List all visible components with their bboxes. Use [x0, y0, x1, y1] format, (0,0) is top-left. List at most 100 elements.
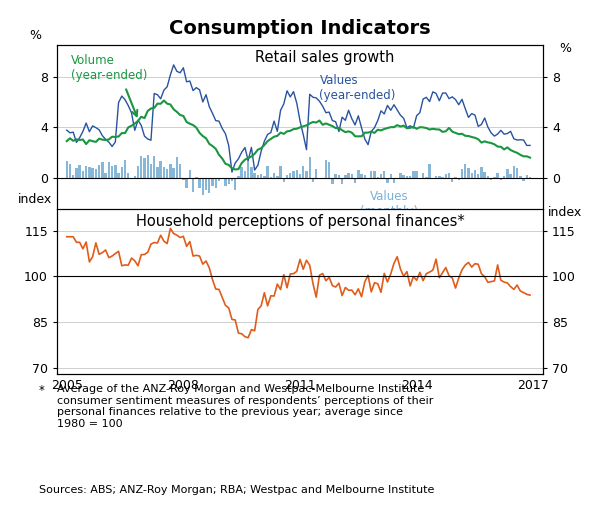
Bar — [442, 176, 444, 178]
Bar — [448, 173, 450, 178]
Bar — [211, 178, 214, 187]
Bar — [263, 176, 266, 178]
Bar — [273, 173, 275, 178]
Bar — [361, 173, 363, 178]
Bar — [276, 176, 278, 178]
Bar — [409, 176, 412, 178]
Bar — [403, 175, 405, 178]
Bar — [176, 157, 178, 178]
Bar — [451, 178, 454, 182]
Bar — [474, 170, 476, 178]
Bar — [299, 174, 301, 178]
Bar — [169, 164, 172, 178]
Bar — [523, 178, 525, 181]
Bar — [199, 178, 201, 188]
Bar — [257, 175, 259, 178]
Bar — [269, 177, 272, 178]
Bar — [192, 178, 194, 192]
Bar — [399, 173, 401, 178]
Bar — [412, 171, 415, 178]
Bar — [428, 164, 431, 178]
Bar — [185, 178, 188, 188]
Bar — [134, 176, 136, 178]
Bar — [208, 178, 211, 193]
Bar — [350, 174, 353, 178]
Bar — [247, 157, 250, 178]
Bar — [188, 170, 191, 178]
Bar — [72, 175, 74, 178]
Bar — [377, 176, 379, 178]
Bar — [121, 167, 123, 178]
Bar — [127, 173, 130, 178]
Bar — [82, 171, 84, 178]
Bar — [137, 166, 139, 178]
Bar — [302, 166, 304, 178]
Y-axis label: %: % — [29, 29, 41, 42]
Bar — [266, 165, 269, 178]
Bar — [231, 178, 233, 181]
Bar — [286, 175, 288, 178]
Bar — [65, 161, 68, 178]
Bar — [435, 176, 437, 178]
Bar — [143, 158, 146, 178]
Bar — [215, 178, 217, 188]
Bar — [205, 178, 207, 190]
Bar — [354, 178, 356, 183]
Bar — [347, 173, 350, 178]
Text: Values
(year-ended): Values (year-ended) — [319, 74, 396, 102]
Bar — [79, 164, 81, 178]
Bar — [415, 172, 418, 178]
Bar — [487, 175, 489, 178]
Bar — [98, 165, 100, 178]
Bar — [386, 178, 389, 183]
Bar — [334, 174, 337, 178]
Bar — [506, 169, 509, 178]
Bar — [111, 166, 113, 178]
Bar — [467, 169, 470, 178]
Bar — [218, 178, 220, 181]
Text: Retail sales growth: Retail sales growth — [254, 50, 394, 65]
Bar — [166, 169, 169, 178]
Bar — [95, 169, 97, 178]
Bar — [146, 155, 149, 178]
Bar — [509, 174, 512, 178]
Bar — [477, 174, 479, 178]
Bar — [224, 178, 227, 186]
Bar — [250, 167, 253, 178]
Bar — [364, 175, 366, 178]
Bar — [308, 157, 311, 178]
Bar — [422, 173, 424, 178]
Bar — [490, 178, 493, 180]
Bar — [179, 164, 181, 178]
Bar — [172, 168, 175, 178]
Bar — [244, 171, 246, 178]
Bar — [253, 173, 256, 178]
Bar — [389, 174, 392, 178]
Bar — [484, 172, 486, 178]
Bar — [331, 178, 334, 184]
Bar — [341, 178, 343, 184]
Bar — [260, 174, 262, 178]
Text: Household perceptions of personal finances*: Household perceptions of personal financ… — [136, 214, 464, 229]
Bar — [153, 156, 155, 178]
Bar — [202, 178, 204, 195]
Bar — [315, 169, 317, 178]
Bar — [150, 164, 152, 178]
Bar — [69, 164, 71, 178]
Bar — [292, 171, 295, 178]
Y-axis label: index: index — [548, 206, 582, 219]
Bar — [458, 178, 460, 180]
Bar — [461, 169, 463, 178]
Bar — [438, 176, 440, 178]
Bar — [160, 161, 162, 178]
Text: Volume
(year-ended): Volume (year-ended) — [71, 54, 147, 82]
Bar — [88, 167, 91, 178]
Bar — [75, 167, 77, 178]
Bar — [406, 176, 408, 178]
Text: Sources: ABS; ANZ-Roy Morgan; RBA; Westpac and Melbourne Institute: Sources: ABS; ANZ-Roy Morgan; RBA; Westp… — [39, 485, 434, 495]
Bar — [227, 178, 230, 184]
Bar — [512, 166, 515, 178]
Bar — [101, 162, 104, 178]
Bar — [118, 173, 120, 178]
Bar — [156, 167, 158, 178]
